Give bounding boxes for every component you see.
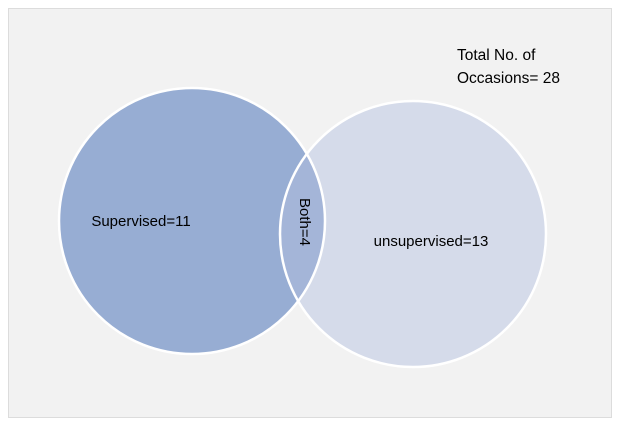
supervised-circle xyxy=(59,88,325,354)
venn-diagram: Supervised=11 unsupervised=13 Both=4 xyxy=(9,9,611,417)
total-occasions-note: Total No. of Occasions= 28 xyxy=(457,44,560,90)
total-note-line-1: Total No. of xyxy=(457,47,536,64)
supervised-circle-outline xyxy=(57,86,327,356)
both-label: Both=4 xyxy=(296,198,313,246)
supervised-label: Supervised=11 xyxy=(91,213,190,230)
diagram-panel: Supervised=11 unsupervised=13 Both=4 xyxy=(8,8,612,418)
unsupervised-label: unsupervised=13 xyxy=(374,233,489,250)
unsupervised-circle-outline xyxy=(278,99,548,369)
total-note-line-2: Occasions= 28 xyxy=(457,70,560,87)
unsupervised-circle xyxy=(280,101,546,367)
